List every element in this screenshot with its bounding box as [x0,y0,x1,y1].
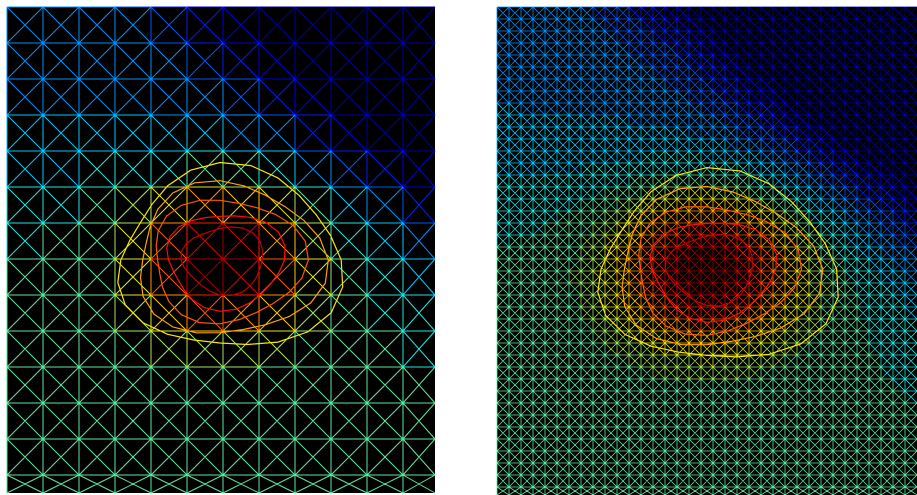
contour [621,185,824,346]
contour [166,215,286,312]
contour [638,206,803,337]
mesh-edges [628,210,786,332]
mesh-edges [653,6,917,212]
mesh-edges [496,150,917,404]
mesh-edges [568,186,834,380]
mesh-edges [688,6,917,188]
mesh-edges [6,114,436,296]
mesh-edges [496,174,917,495]
fine-mesh-panel [497,7,917,495]
mesh-edges [496,102,917,320]
mesh-edges [676,246,738,296]
mesh-edges [150,186,296,332]
contour [597,166,839,358]
mesh-edges [6,6,436,260]
mesh-edges [640,222,774,332]
contour [180,226,264,297]
mesh-edges [150,186,296,332]
mesh-edges [151,6,436,224]
contour [139,180,329,334]
mesh-edges [115,6,435,224]
coarse-mesh [6,6,436,494]
mesh-edges [186,222,260,296]
mesh-edges [151,222,260,296]
mesh-edges [6,150,436,494]
mesh-edges [187,6,436,188]
mesh-edges [592,186,810,368]
mesh-edges [6,150,436,368]
mesh-edges [223,6,436,152]
contour [155,199,310,325]
contour [117,161,344,346]
mesh-edges [581,6,917,248]
fine-mesh [496,6,917,495]
mesh-edges [496,6,917,284]
contour [649,222,778,323]
mesh-edges [628,6,917,236]
coarse-mesh-panel [7,7,435,493]
mesh-edges [114,186,332,332]
mesh-edges [186,223,259,296]
mesh-edges [616,198,798,344]
contour [664,233,754,307]
